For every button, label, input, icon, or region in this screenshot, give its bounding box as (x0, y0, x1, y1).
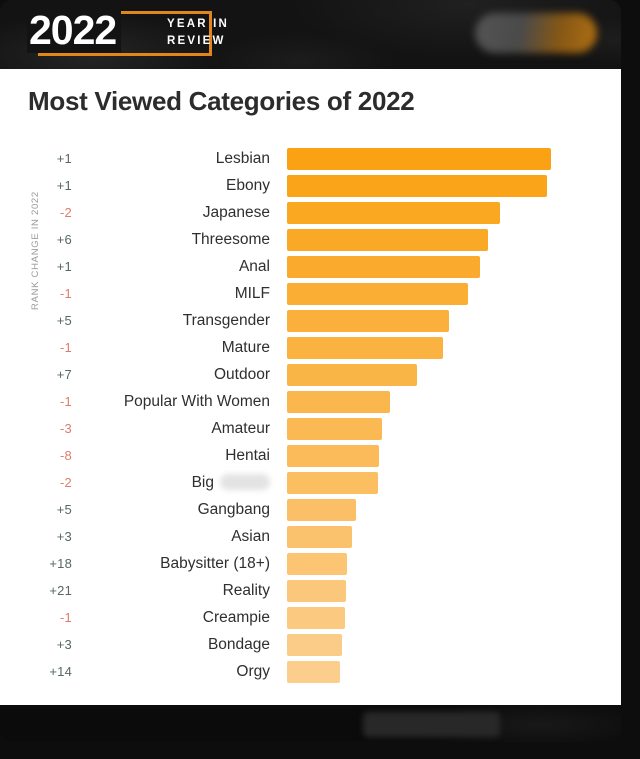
blurred-brand-logo (475, 13, 597, 53)
category-label: Lesbian (215, 149, 270, 167)
chart-row: +1 Anal (0, 253, 621, 280)
header-banner: 2022 YEAR IN REVIEW (0, 0, 621, 69)
category-label: Outdoor (213, 365, 270, 383)
rank-change-label: +6 (56, 232, 72, 247)
rank-change-label: -1 (60, 610, 72, 625)
bar (287, 552, 347, 575)
chart-row: +5 Transgender (0, 307, 621, 334)
rank-change-label: -3 (60, 421, 72, 436)
category-label: Creampie (202, 608, 270, 626)
bar (287, 390, 390, 413)
category-label: Hentai (225, 446, 270, 464)
chart-row: +14 Orgy (0, 658, 621, 685)
rank-change-label: +1 (56, 259, 72, 274)
bar (287, 606, 345, 629)
bar (287, 174, 547, 197)
chart-row: -3 Amateur (0, 415, 621, 442)
bar (287, 633, 342, 656)
chart-rows: +1 Lesbian +1 Ebony -2 Japanese (0, 145, 621, 685)
category-label: Amateur (211, 419, 270, 437)
logo-subtitle-line1: YEAR IN (167, 18, 230, 30)
chart-row: -2 Big (0, 469, 621, 496)
rank-change-label: +21 (49, 583, 72, 598)
rank-change-label: +3 (56, 637, 72, 652)
chart-row: -1 Mature (0, 334, 621, 361)
category-label: Ebony (226, 176, 270, 194)
page-title: Most Viewed Categories of 2022 (28, 86, 415, 116)
bar (287, 660, 340, 683)
bar (287, 417, 382, 440)
chart-row: +18 Babysitter (18+) (0, 550, 621, 577)
category-label: Transgender (182, 311, 270, 329)
bar (287, 282, 468, 305)
rank-change-label: +7 (56, 367, 72, 382)
chart-row: -1 MILF (0, 280, 621, 307)
category-label: Big (191, 473, 214, 491)
chart-row: +1 Ebony (0, 172, 621, 199)
rank-change-label: +18 (49, 556, 72, 571)
chart-row: +6 Threesome (0, 226, 621, 253)
blurred-footer-logo (363, 712, 500, 737)
bar (287, 201, 500, 224)
bar (287, 525, 352, 548)
rank-change-label: +5 (56, 502, 72, 517)
chart-row: +3 Asian (0, 523, 621, 550)
logo-subtitle: YEAR IN REVIEW (167, 16, 229, 50)
chart-row: +5 Gangbang (0, 496, 621, 523)
bar (287, 147, 551, 170)
category-label: Orgy (236, 662, 270, 680)
bar (287, 309, 449, 332)
footer-banner (0, 705, 621, 742)
category-label: Japanese (202, 203, 270, 221)
bar (287, 498, 356, 521)
chart-row: +1 Lesbian (0, 145, 621, 172)
bar (287, 336, 443, 359)
chart-row: +3 Bondage (0, 631, 621, 658)
year-in-review-card: 2022 YEAR IN REVIEW Most Viewed Categori… (0, 0, 621, 742)
rank-change-label: +3 (56, 529, 72, 544)
category-label: Mature (221, 338, 270, 356)
bar (287, 363, 417, 386)
bar (287, 255, 480, 278)
category-label: Babysitter (18+) (160, 554, 270, 572)
rank-change-label: -2 (60, 205, 72, 220)
logo-year: 2022 (27, 7, 122, 53)
bar (287, 444, 379, 467)
rank-change-label: +1 (56, 151, 72, 166)
bar (287, 579, 346, 602)
category-label: Popular With Women (123, 392, 270, 410)
chart-row: +7 Outdoor (0, 361, 621, 388)
rank-change-label: +5 (56, 313, 72, 328)
chart-row: -2 Japanese (0, 199, 621, 226)
category-label: Reality (222, 581, 270, 599)
rank-change-label: -2 (60, 475, 72, 490)
bar (287, 228, 488, 251)
category-label: Asian (231, 527, 270, 545)
rank-change-label: -1 (60, 340, 72, 355)
censor-blur (220, 473, 270, 490)
chart-row: -1 Popular With Women (0, 388, 621, 415)
category-label: MILF (234, 284, 270, 302)
chart-panel: Most Viewed Categories of 2022 RANK CHAN… (0, 69, 621, 705)
category-label: Threesome (191, 230, 270, 248)
rank-change-label: -1 (60, 286, 72, 301)
rank-change-label: +1 (56, 178, 72, 193)
chart-row: -1 Creampie (0, 604, 621, 631)
rank-change-label: -1 (60, 394, 72, 409)
bar (287, 471, 378, 494)
rank-change-label: +14 (49, 664, 72, 679)
category-label: Gangbang (197, 500, 270, 518)
chart-row: -8 Hentai (0, 442, 621, 469)
category-label: Anal (238, 257, 270, 275)
category-label: Bondage (207, 635, 270, 653)
chart-row: +21 Reality (0, 577, 621, 604)
logo-subtitle-line2: REVIEW (167, 35, 226, 47)
rank-change-label: -8 (60, 448, 72, 463)
